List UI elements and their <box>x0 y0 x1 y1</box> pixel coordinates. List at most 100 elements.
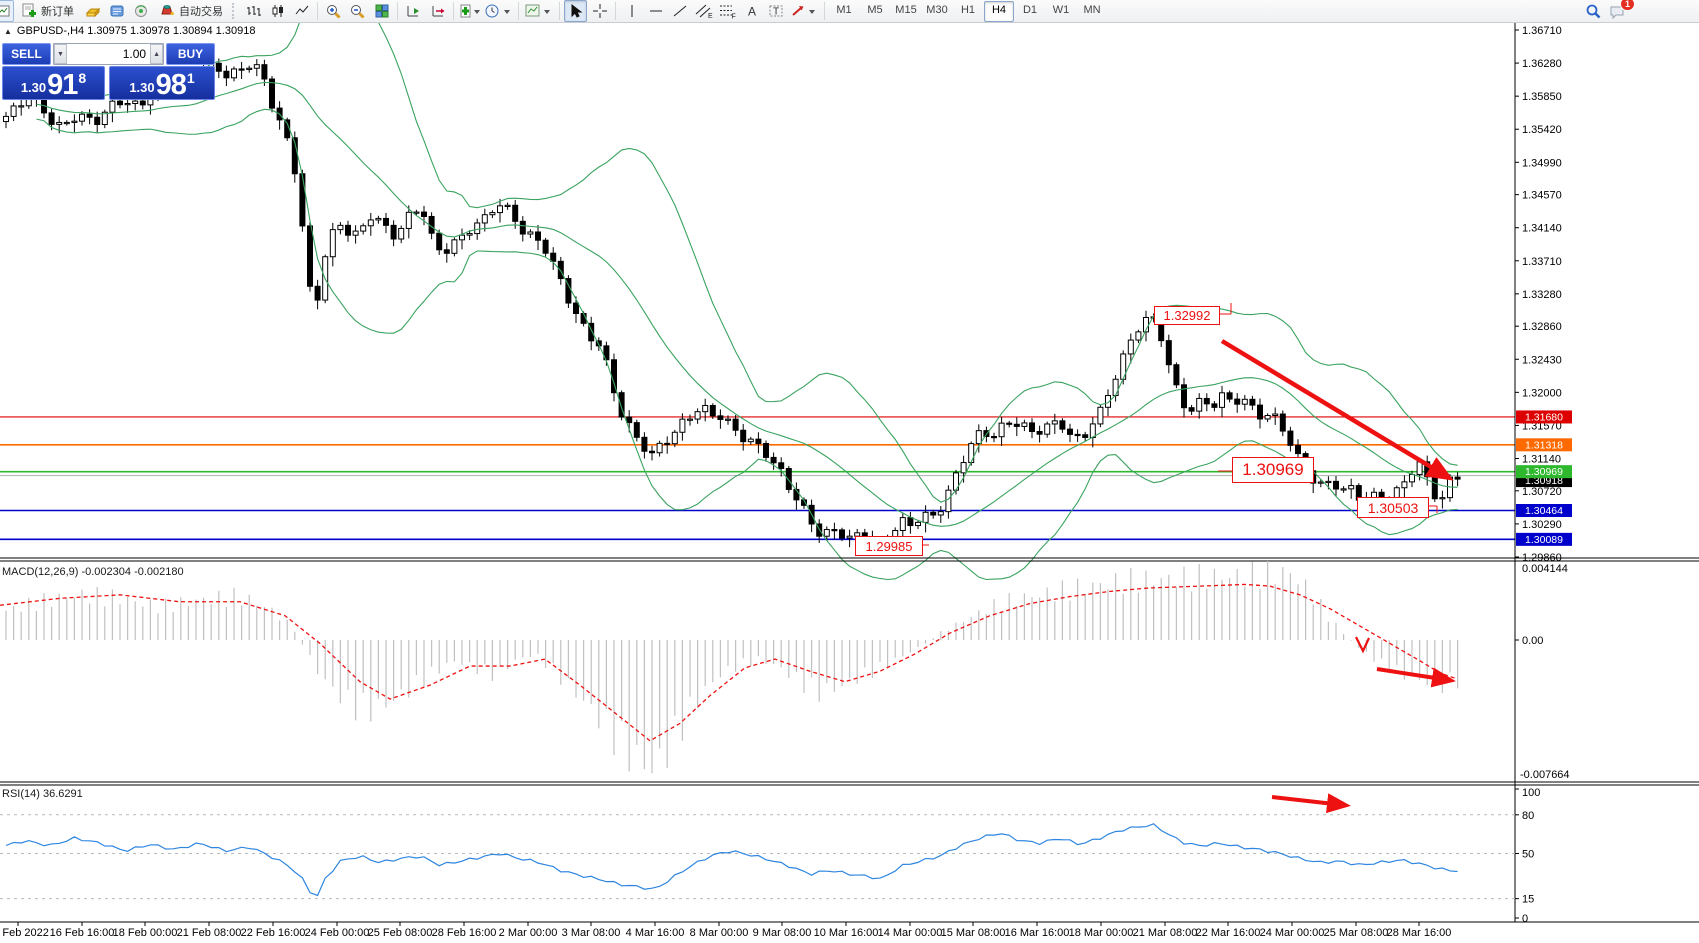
auto-trading-icon <box>159 2 175 21</box>
tab-m1[interactable]: M1 <box>836 3 852 16</box>
svg-text:50: 50 <box>1522 849 1534 861</box>
tile-windows-icon[interactable] <box>370 0 393 22</box>
svg-text:1.32430: 1.32430 <box>1522 354 1562 366</box>
arrows-tool-icon[interactable] <box>788 0 820 22</box>
svg-text:1.35850: 1.35850 <box>1522 91 1562 103</box>
one-click-trading-panel: SELL ▼ ▲ BUY 1.30 91 8 1.30 98 1 <box>2 43 215 100</box>
market-watch-icon[interactable] <box>81 0 104 22</box>
svg-text:16 Mar 16:00: 16 Mar 16:00 <box>1005 927 1070 939</box>
data-window-icon[interactable] <box>105 0 128 22</box>
macd-check-mark[interactable] <box>1355 636 1370 654</box>
price-annotation-low-recent[interactable]: 1.30503 <box>1357 497 1429 518</box>
tab-d1[interactable]: D1 <box>1022 3 1038 16</box>
rsi-arrow[interactable] <box>1271 793 1351 814</box>
svg-text:1.31318: 1.31318 <box>1525 439 1563 451</box>
svg-text:1.36280: 1.36280 <box>1522 58 1562 70</box>
svg-text:3 Mar 08:00: 3 Mar 08:00 <box>562 927 621 939</box>
svg-text:21 Feb 08:00: 21 Feb 08:00 <box>177 927 242 939</box>
text-icon[interactable]: A <box>740 0 763 22</box>
svg-text:1.30290: 1.30290 <box>1522 519 1562 531</box>
chart-shift-icon[interactable] <box>426 0 449 22</box>
tab-mn[interactable]: MN <box>1083 3 1101 16</box>
svg-text:22 Mar 16:00: 22 Mar 16:00 <box>1196 927 1261 939</box>
volume-down-button[interactable]: ▼ <box>54 44 67 64</box>
cursor-icon[interactable] <box>564 0 587 22</box>
tab-h1[interactable]: H1 <box>960 3 976 16</box>
auto-trading-label: 自动交易 <box>179 6 223 18</box>
svg-text:15 Feb 2022: 15 Feb 2022 <box>0 927 49 939</box>
text-label-icon[interactable]: T <box>764 0 787 22</box>
svg-text:-0.007664: -0.007664 <box>1520 769 1570 781</box>
svg-text:18 Mar 00:00: 18 Mar 00:00 <box>1069 927 1134 939</box>
sell-button[interactable]: SELL <box>2 43 51 65</box>
svg-text:14 Mar 00:00: 14 Mar 00:00 <box>878 927 943 939</box>
new-chart-icon[interactable] <box>0 0 14 22</box>
tab-w1[interactable]: W1 <box>1052 3 1070 16</box>
sell-price-display[interactable]: 1.30 91 8 <box>2 66 105 100</box>
chat-icon[interactable]: 1 <box>1606 0 1635 22</box>
svg-text:16 Feb 16:00: 16 Feb 16:00 <box>50 927 115 939</box>
svg-text:1.30464: 1.30464 <box>1525 505 1563 517</box>
tab-h4[interactable]: H4 <box>984 0 1014 22</box>
new-order-button[interactable]: 新订单 <box>15 0 80 23</box>
svg-text:T: T <box>773 7 779 18</box>
macd-arrow[interactable] <box>1376 667 1456 688</box>
tab-m5[interactable]: M5 <box>867 3 883 16</box>
buy-button[interactable]: BUY <box>166 43 215 65</box>
equidistant-channel-icon[interactable]: E <box>692 0 715 22</box>
svg-text:F: F <box>731 14 735 20</box>
auto-trading-button[interactable]: 自动交易 <box>153 0 229 23</box>
toolbar: 新订单 自动交易 <box>0 0 1699 23</box>
signal-icon[interactable] <box>129 0 152 22</box>
crosshair-icon[interactable] <box>588 0 611 22</box>
bar-chart-icon[interactable] <box>242 0 265 22</box>
chart-expand-icon[interactable]: ▲ <box>4 26 12 36</box>
svg-text:1.36710: 1.36710 <box>1522 25 1562 37</box>
zoom-out-icon[interactable] <box>346 0 369 22</box>
svg-text:0.00: 0.00 <box>1522 635 1543 647</box>
buy-price-pip: 1 <box>186 70 195 86</box>
svg-text:22 Feb 16:00: 22 Feb 16:00 <box>241 927 306 939</box>
price-annotation-low-major[interactable]: 1.29985 <box>855 536 923 556</box>
chart-title: ▲ GBPUSD-,H4 1.30975 1.30978 1.30894 1.3… <box>4 25 255 37</box>
rsi-label: RSI(14) 36.6291 <box>2 788 83 800</box>
svg-text:1.31140: 1.31140 <box>1522 454 1561 466</box>
fibonacci-icon[interactable]: F <box>716 0 739 22</box>
price-annotation-high[interactable]: 1.32992 <box>1154 306 1220 325</box>
svg-text:4 Mar 16:00: 4 Mar 16:00 <box>626 927 685 939</box>
svg-text:24 Mar 00:00: 24 Mar 00:00 <box>1260 927 1325 939</box>
horizontal-line-icon[interactable] <box>644 0 667 22</box>
svg-text:100: 100 <box>1522 787 1540 799</box>
buy-price-display[interactable]: 1.30 98 1 <box>109 66 215 100</box>
line-chart-icon[interactable] <box>290 0 313 22</box>
trendline-icon[interactable] <box>668 0 691 22</box>
candlestick-chart-icon[interactable] <box>266 0 289 22</box>
zoom-in-icon[interactable] <box>322 0 345 22</box>
tab-m30[interactable]: M30 <box>926 3 948 16</box>
macd-label: MACD(12,26,9) -0.002304 -0.002180 <box>2 566 184 578</box>
svg-text:E: E <box>708 13 713 19</box>
auto-scroll-icon[interactable] <box>402 0 425 22</box>
templates-icon[interactable] <box>523 0 555 22</box>
sell-price-pip: 8 <box>78 70 87 86</box>
tab-m15[interactable]: M15 <box>895 3 917 16</box>
svg-text:1.34140: 1.34140 <box>1522 223 1562 235</box>
svg-text:1.35420: 1.35420 <box>1522 124 1562 136</box>
svg-text:24 Feb 00:00: 24 Feb 00:00 <box>305 927 370 939</box>
svg-text:1.30969: 1.30969 <box>1525 466 1563 478</box>
vertical-line-icon[interactable] <box>620 0 643 22</box>
volume-up-button[interactable]: ▲ <box>150 44 164 64</box>
sell-price-prefix: 1.30 <box>20 80 47 95</box>
svg-text:1.33280: 1.33280 <box>1522 289 1562 301</box>
volume-input[interactable] <box>66 44 151 64</box>
search-icon[interactable] <box>1582 0 1605 22</box>
svg-text:0.004144: 0.004144 <box>1522 563 1568 575</box>
periods-icon[interactable] <box>482 0 514 22</box>
trend-arrow[interactable] <box>1220 339 1454 481</box>
svg-text:8 Mar 00:00: 8 Mar 00:00 <box>690 927 749 939</box>
indicators-icon[interactable] <box>458 0 481 22</box>
svg-text:1.32000: 1.32000 <box>1522 387 1562 399</box>
price-annotation-support[interactable]: 1.30969 <box>1232 457 1314 483</box>
svg-text:1.30089: 1.30089 <box>1525 534 1563 546</box>
